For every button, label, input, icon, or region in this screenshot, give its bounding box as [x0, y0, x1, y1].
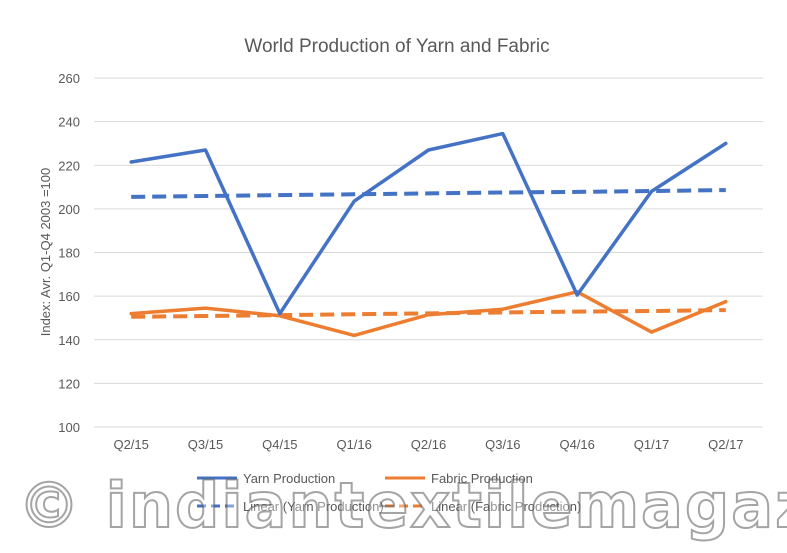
grid-layer — [94, 77, 763, 428]
y-tick-label: 260 — [58, 71, 80, 86]
legend-label: Linear (Yarn Production) — [243, 499, 384, 514]
y-tick-label: 100 — [58, 420, 80, 435]
y-tick-label: 240 — [58, 115, 80, 130]
legend: Yarn Production Fabric Production Linear (… — [197, 471, 581, 514]
legend-label: Yarn Production — [243, 471, 335, 486]
x-tick-label: Q4/16 — [559, 437, 594, 452]
legend-label: Fabric Production — [431, 471, 533, 486]
y-tick-labels: 100 120 140 160 180 200 220 240 260 — [58, 71, 80, 435]
legend-label: Linear (Fabric Production) — [431, 499, 581, 514]
series-line-yarn-production — [129, 131, 728, 316]
x-tick-label: Q2/17 — [708, 437, 743, 452]
y-axis-label: Index: Avr. Q1-Q4 2003 =100 — [38, 168, 53, 337]
y-tick-label: 220 — [58, 158, 80, 173]
series-line-fabric-production — [129, 290, 728, 338]
x-tick-label: Q2/16 — [411, 437, 446, 452]
series-layer — [129, 131, 728, 338]
y-tick-label: 140 — [58, 333, 80, 348]
x-tick-label: Q3/16 — [485, 437, 520, 452]
x-tick-label: Q3/15 — [188, 437, 223, 452]
chart-title: World Production of Yarn and Fabric — [244, 36, 549, 57]
y-tick-label: 180 — [58, 246, 80, 261]
x-tick-label: Q1/17 — [634, 437, 669, 452]
y-tick-label: 120 — [58, 376, 80, 391]
y-tick-label: 200 — [58, 202, 80, 217]
y-tick-label: 160 — [58, 289, 80, 304]
series-line-linear-yarn-production — [131, 188, 726, 199]
x-tick-label: Q4/15 — [262, 437, 297, 452]
x-tick-labels: Q2/15 Q3/15 Q4/15 Q1/16 Q2/16 Q3/16 Q4/16 Q1/17… — [113, 437, 743, 452]
x-tick-label: Q1/16 — [336, 437, 371, 452]
x-tick-label: Q2/15 — [113, 437, 148, 452]
